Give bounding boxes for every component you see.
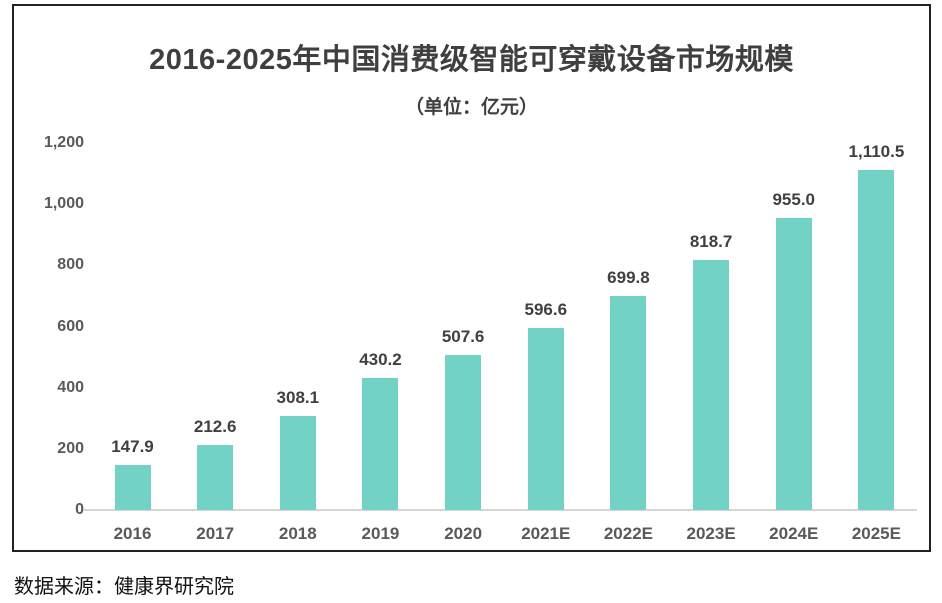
bar-group: 955.0 2024E (753, 189, 834, 543)
bar-group: 430.2 2019 (340, 350, 421, 543)
bar-value-label: 430.2 (359, 350, 402, 370)
x-axis-line (84, 509, 917, 511)
bar-value-label: 147.9 (111, 436, 154, 456)
bar-value-label: 818.7 (689, 231, 733, 251)
x-axis-label: 2023E (686, 524, 736, 543)
x-axis-label: 2018 (278, 524, 317, 543)
bar-value-label: 212.6 (193, 416, 237, 436)
y-axis-tick: 1,200 (43, 134, 84, 151)
x-axis-label: 2024E (769, 524, 819, 543)
bar-group: 507.6 2020 (423, 326, 504, 543)
bar[interactable] (858, 170, 895, 510)
y-axis-tick: 600 (57, 317, 84, 335)
x-axis-label: 2022E (603, 524, 654, 543)
bar[interactable] (775, 217, 812, 510)
bar-group: 699.8 2022E (588, 267, 669, 543)
chart-title: 2016-2025年中国消费级智能可穿戴设备市场规模 (149, 44, 794, 76)
y-axis-tick: 200 (57, 439, 84, 457)
y-axis: 0 200 400 600 800 1,000 1,200 (14, 134, 92, 518)
data-source-note: 数据来源：健康界研究院 (14, 576, 234, 598)
bar-group: 818.7 2023E (671, 231, 752, 543)
bars-area: 147.9 2016 212.6 2017 308.1 2018 430.2 2019 507.… (84, 142, 917, 543)
bar-value-label: 308.1 (276, 387, 320, 407)
bar-value-label: 1,110.5 (848, 142, 905, 162)
x-axis-label: 2020 (444, 524, 483, 543)
bar-group: 147.9 2016 (92, 436, 173, 543)
bar-value-label: 596.6 (524, 299, 568, 319)
bar[interactable] (362, 378, 399, 510)
bar[interactable] (279, 415, 316, 510)
bar[interactable] (445, 354, 482, 510)
bar[interactable] (527, 327, 564, 510)
x-axis-label: 2017 (196, 524, 235, 543)
chart-card: 2016-2025年中国消费级智能可穿戴设备市场规模 （单位：亿元） 0 200 4… (12, 4, 931, 552)
bar-group: 596.6 2021E (505, 299, 586, 543)
bar-group: 212.6 2017 (175, 416, 256, 543)
bar[interactable] (197, 444, 234, 510)
y-axis-tick: 400 (57, 378, 84, 396)
x-axis-label: 2025E (851, 524, 901, 543)
bar-value-label: 699.8 (607, 267, 650, 287)
y-axis-tick: 0 (75, 501, 84, 518)
bar-value-label: 955.0 (772, 189, 816, 209)
y-axis-tick: 800 (57, 256, 84, 274)
chart-subtitle: （单位：亿元） (404, 97, 538, 118)
bar[interactable] (610, 295, 647, 510)
bar-group: 1,110.5 2025E (836, 142, 917, 543)
x-axis-label: 2021E (521, 524, 571, 543)
bar[interactable] (114, 464, 151, 510)
bar-group: 308.1 2018 (257, 387, 338, 543)
x-axis-label: 2016 (113, 524, 152, 543)
bar[interactable] (693, 259, 730, 510)
bar-value-label: 507.6 (441, 326, 485, 346)
y-axis-tick: 1,000 (43, 195, 84, 213)
x-axis-label: 2019 (361, 524, 400, 543)
plot-area: 0 200 400 600 800 1,000 1,200 147.9 2016 212.6 20… (14, 134, 929, 543)
